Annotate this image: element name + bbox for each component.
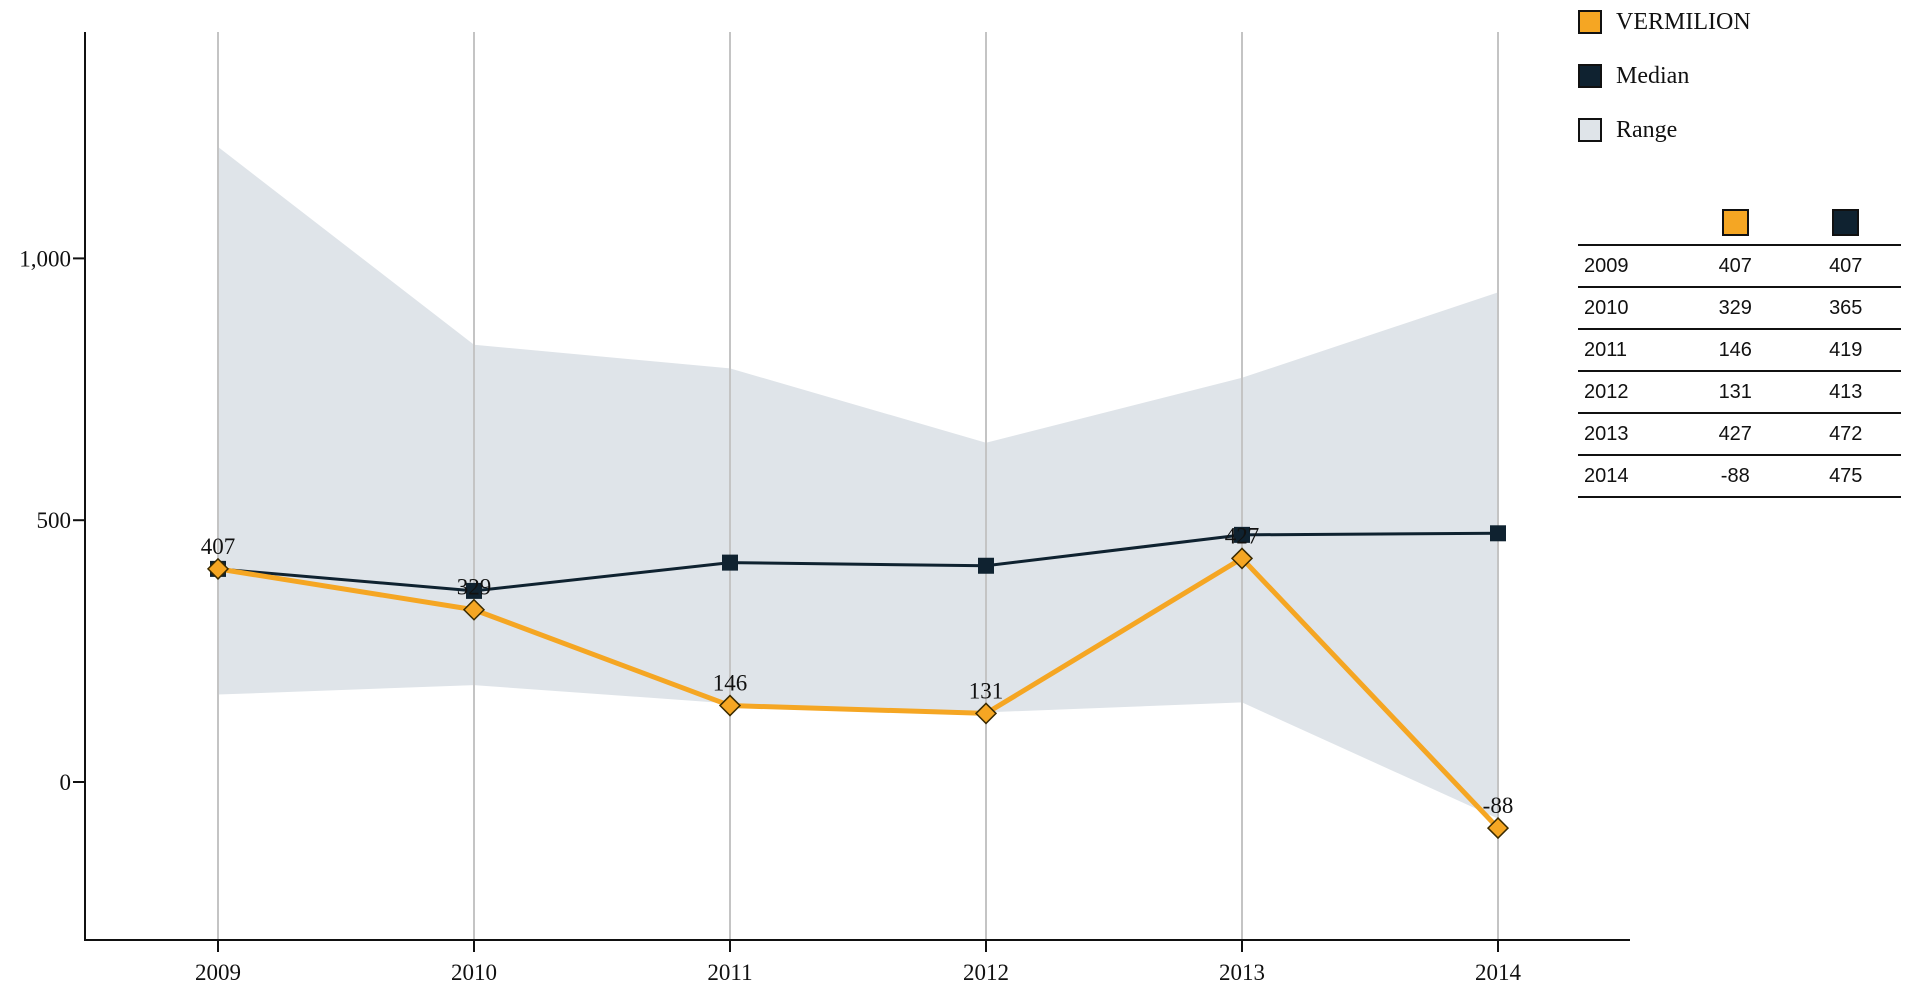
x-tick-label: 2014 [1475, 960, 1522, 985]
median-series-line [217, 531, 1499, 593]
table-row: 2012 131 413 [1578, 370, 1901, 413]
legend-swatch-median [1578, 64, 1602, 88]
table-cell-year: 2010 [1578, 286, 1680, 329]
range-band [218, 146, 1498, 819]
table-cell-vermilion: 146 [1680, 328, 1791, 371]
table-cell-median: 407 [1790, 244, 1901, 287]
legend-item-median[interactable]: Median [1578, 60, 1898, 90]
table-header-year [1578, 200, 1680, 245]
median-point [1490, 525, 1506, 542]
table-cell-year: 2012 [1578, 370, 1680, 413]
x-tick-label: 2012 [963, 960, 1009, 985]
table-row: 2013 427 472 [1578, 412, 1901, 455]
table-cell-median: 365 [1790, 286, 1901, 329]
table-cell-vermilion: -88 [1680, 454, 1791, 498]
y-tick-label: 0 [60, 770, 72, 795]
vermilion-data-label: 131 [969, 678, 1004, 703]
table-cell-vermilion: 131 [1680, 370, 1791, 413]
x-tick-label: 2011 [707, 960, 752, 985]
table-cell-year: 2009 [1578, 244, 1680, 287]
vermilion-point [718, 694, 742, 717]
y-tick-label: 500 [37, 508, 72, 533]
median-point [1234, 526, 1250, 543]
vermilion-series-line [217, 555, 1500, 830]
legend-label-vermilion: VERMILION [1616, 9, 1751, 35]
y-tick-label: 1,000 [19, 246, 71, 271]
vermilion-point [206, 557, 230, 580]
legend-item-range[interactable]: Range [1578, 114, 1898, 144]
table-row: 2014 -88 475 [1578, 454, 1901, 498]
table-cell-year: 2014 [1578, 454, 1680, 498]
vermilion-point [1486, 817, 1510, 840]
table-cell-vermilion: 329 [1680, 286, 1791, 329]
table-cell-vermilion: 427 [1680, 412, 1791, 455]
table-header-swatch-median [1832, 208, 1860, 236]
median-point [466, 582, 482, 599]
x-tick-label: 2009 [195, 960, 241, 985]
table-cell-year: 2013 [1578, 412, 1680, 455]
legend-swatch-vermilion [1578, 10, 1602, 34]
table-cell-year: 2011 [1578, 328, 1680, 371]
table-header-row [1578, 200, 1901, 245]
table-header-swatch-vermilion [1721, 208, 1749, 236]
legend-label-median: Median [1616, 63, 1690, 89]
table-cell-median: 475 [1790, 454, 1901, 498]
table-cell-median: 413 [1790, 370, 1901, 413]
table-cell-median: 419 [1790, 328, 1901, 371]
legend-label-range: Range [1616, 117, 1678, 143]
vermilion-point [974, 702, 998, 725]
x-tick-label: 2010 [451, 960, 497, 985]
vermilion-data-label: 329 [457, 575, 492, 600]
table-row: 2011 146 419 [1578, 328, 1901, 371]
median-point [978, 557, 994, 574]
vermilion-point [462, 598, 486, 621]
legend-swatch-range [1578, 118, 1602, 142]
vermilion-data-label: -88 [1483, 793, 1514, 818]
x-tick-label: 2013 [1219, 960, 1265, 985]
table-header-vermilion [1680, 200, 1791, 245]
legend-item-vermilion[interactable]: VERMILION [1578, 6, 1898, 36]
table-row: 2009 407 407 [1578, 244, 1901, 287]
median-point [722, 554, 738, 571]
data-table: 2009 407 407 2010 329 365 2011 146 419 2012 131… [1578, 200, 1901, 498]
vermilion-data-label: 427 [1225, 523, 1260, 548]
table-cell-vermilion: 407 [1680, 244, 1791, 287]
vermilion-data-label: 407 [201, 534, 236, 559]
table-cell-median: 472 [1790, 412, 1901, 455]
vermilion-point [1230, 547, 1254, 570]
table-row: 2010 329 365 [1578, 286, 1901, 329]
vermilion-data-label: 146 [713, 671, 748, 696]
table-header-median [1791, 200, 1902, 245]
